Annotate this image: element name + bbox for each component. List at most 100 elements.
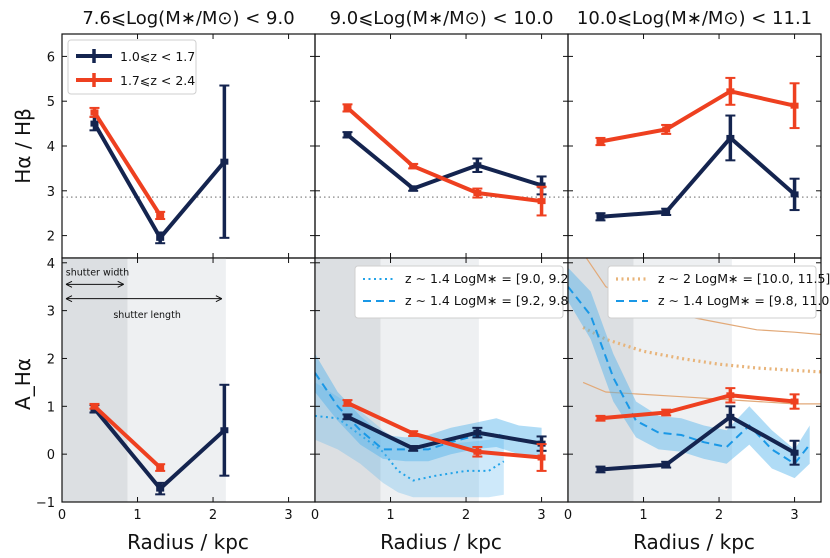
panel-3-balmer-series-2-point	[726, 88, 735, 95]
panel-1-bottom-ytick-label: 1	[47, 400, 55, 415]
panel-3-literature-1-lower-bound	[582, 381, 821, 405]
panel-2-balmer-series-2-point	[343, 104, 352, 111]
panel-1-balmer-series-1-point	[220, 158, 229, 165]
panel-2-balmer-series-1-point	[409, 185, 418, 192]
shutter-length-label: shutter length	[113, 310, 181, 321]
panel-3-balmer-series-1-point	[790, 191, 799, 198]
panel-2-literature-1-group	[315, 382, 505, 498]
shutter-width-label: shutter width	[66, 268, 129, 279]
panel-2-literature-legend-box	[354, 265, 564, 319]
balmer-legend-label-2: 1.7⩽z < 2.4	[120, 73, 195, 88]
panel-3-xtick-label: 0	[564, 508, 572, 523]
panel-3-literature-1-line	[582, 325, 821, 374]
panel-3-xtick-label: 1	[639, 508, 647, 523]
panel-3-balmer-series-1-point	[662, 208, 671, 215]
panel-3-bottom-frame	[567, 257, 822, 503]
panel-1-bottom-ytick-label: 2	[47, 352, 55, 367]
panel-1-bottom-ytick-label: 4	[47, 257, 55, 272]
panel-1-balmer-series-2-point	[90, 109, 99, 116]
panel-3-literature-legend-label-1: z ∼ 2 LogM∗ = [10.0, 11.5]	[658, 271, 830, 286]
panel-3-balmer-series-2-point	[596, 138, 605, 145]
panel-1-top-ytick-label: 4	[47, 140, 55, 155]
xlabel-panel-1: Radius / kpc	[127, 530, 249, 554]
panel-1-top-ytick-label: 2	[47, 230, 55, 245]
panel-3-xtick-label: 3	[790, 508, 798, 523]
panel-1-attenuation-series-2-line	[93, 404, 162, 470]
panel-3-balmer-series-1-point	[596, 213, 605, 220]
panel-2-balmer-series-2-point	[409, 163, 418, 170]
panel-1-xtick-label: 2	[209, 508, 217, 523]
panel-2-attenuation-series-1-line	[346, 414, 542, 451]
panel-2-attenuation-series-1-point	[409, 445, 418, 452]
panel-1-attenuation-series-2-point	[90, 403, 99, 410]
panel-1-shutter-width-shading	[62, 258, 128, 502]
panel-2-xtick-label: 2	[462, 508, 470, 523]
panel-3-xtick-label: 2	[715, 508, 723, 523]
panel-2-attenuation-series-2-point	[409, 430, 418, 437]
panel-2-attenuation-series-1-point	[343, 413, 352, 420]
panel-2-attenuation-series-2-point	[343, 399, 352, 406]
panel-3-attenuation-series-2-point	[662, 409, 671, 416]
panel-1-bottom-ytick-label: −1	[36, 496, 55, 511]
panel-1-bottom-ytick-label: 0	[47, 448, 55, 463]
panel-2-attenuation-series-2-line	[346, 401, 542, 460]
panel-1-attenuation-series-2-point	[156, 464, 165, 471]
panel-2-balmer-series-1-point	[473, 162, 482, 169]
panel-1-top-ytick-label: 6	[47, 50, 55, 65]
panel-2-balmer-series-2-point	[537, 198, 546, 205]
panel-1-top-ytick-label: 5	[47, 95, 55, 110]
shutter-width-arrowhead-right	[117, 280, 124, 288]
panel-3-balmer-series-2-line	[600, 89, 796, 144]
panel-3-attenuation-series-1-line	[600, 414, 796, 472]
panel-1-bottom-ytick-label: 3	[47, 305, 55, 320]
panel-1-xtick-label: 1	[133, 508, 141, 523]
shutter-width-arrowhead-left	[65, 280, 73, 288]
panel-2-balmer-series-1-line	[346, 133, 543, 191]
panel-1-balmer-series-1-point	[156, 234, 165, 241]
panel-3-top-frame	[567, 33, 822, 259]
panel-2-attenuation-series-1-point	[473, 429, 482, 436]
panel-3-balmer-series-2-point	[790, 102, 799, 109]
panel-2-balmer-series-1-point	[537, 182, 546, 189]
panel-3-balmer-series-2-point	[662, 126, 671, 133]
panel-3-attenuation-series-2-point	[790, 398, 799, 405]
panel-2-attenuation-series-2-point	[473, 448, 482, 455]
panel-3-balmer-series-1-line	[600, 135, 796, 219]
panel-3-attenuation-series-1-point	[662, 461, 671, 468]
panel-3-attenuation-series-1-point	[726, 413, 735, 420]
panels-layer: 7.6⩽Log(M∗/M⊙) < 9.0 2 3 4 5 6 1.0⩽z < 1.7 1.7⩽…	[36, 8, 830, 523]
panel-3-balmer-series-1-point	[726, 134, 735, 141]
panel-1-attenuation-series-1-point	[156, 485, 165, 492]
panel-1-xtick-label: 0	[58, 508, 66, 523]
xlabel-panel-2: Radius / kpc	[380, 530, 502, 554]
panel-1-balmer-series-2-line	[92, 111, 162, 217]
panel-3-title: 10.0⩽Log(M∗/M⊙) < 11.1	[577, 8, 812, 29]
shutter-length-arrowhead-right	[215, 295, 223, 303]
shutter-length-arrowhead-left	[65, 295, 73, 303]
panel-2-literature-legend-label-1: z ∼ 1.4 LogM∗ = [9.0, 9.2]	[405, 271, 573, 286]
panel-1-balmer-series-1-point	[90, 120, 99, 127]
panel-2-balmer-series-1-point	[343, 131, 352, 138]
panel-2-balmer-series-2-line	[346, 106, 542, 204]
panel-1-attenuation-series-1-point	[220, 427, 229, 434]
panel-2-title: 9.0⩽Log(M∗/M⊙) < 10.0	[330, 8, 554, 29]
top-ylabel: Hα / Hβ	[11, 108, 35, 183]
panel-2-xtick-label: 3	[537, 508, 545, 523]
panel-1-xtick-label: 3	[284, 508, 292, 523]
balmer-legend-label-1: 1.0⩽z < 1.7	[120, 49, 195, 64]
panel-1-title: 7.6⩽Log(M∗/M⊙) < 9.0	[82, 8, 294, 29]
panel-3-attenuation-series-1-point	[596, 466, 605, 473]
panel-3-attenuation-series-2-line	[600, 393, 795, 421]
panel-2-xtick-label: 0	[311, 508, 319, 523]
panel-1-top-ytick-label: 3	[47, 185, 55, 200]
panel-2-literature-1-band	[315, 382, 504, 498]
xlabel-panel-3: Radius / kpc	[633, 530, 755, 554]
panel-3-literature-legend-label-2: z ∼ 1.4 LogM∗ = [9.8, 11.0]	[658, 293, 830, 308]
panel-2-balmer-series-2-point	[473, 190, 482, 197]
panel-1-balmer-series-2-point	[156, 212, 165, 219]
panel-3-literature-2-line	[568, 286, 811, 466]
bottom-ylabel: A_Hα	[11, 358, 35, 410]
panel-2-literature-legend-label-2: z ∼ 1.4 LogM∗ = [9.2, 9.8]	[405, 293, 573, 308]
panel-3-attenuation-series-1-point	[790, 449, 799, 456]
